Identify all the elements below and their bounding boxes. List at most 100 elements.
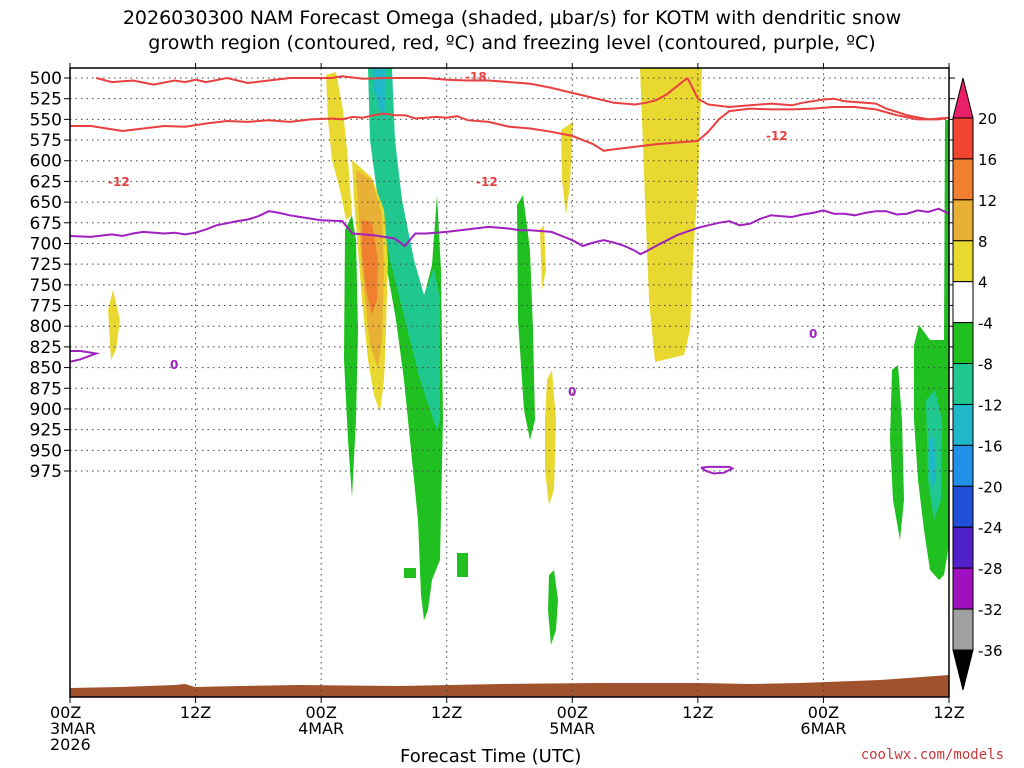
colorbar-swatch bbox=[952, 281, 974, 324]
contour-label-zero: 0 bbox=[568, 385, 576, 399]
colorbar-swatch bbox=[952, 199, 974, 242]
title-line-2: growth region (contoured, red, ºC) and f… bbox=[148, 32, 876, 54]
y-tick-label: 700 bbox=[30, 234, 62, 254]
x-tick-label: 6MAR bbox=[800, 719, 846, 738]
y-tick-label: 750 bbox=[30, 276, 62, 296]
colorbar-label: 12 bbox=[978, 192, 997, 210]
contour-label-minus12: -12 bbox=[766, 129, 788, 143]
contour-labels: -18 -12 -12 -12 0 0 0 bbox=[108, 70, 817, 399]
y-tick-label: 650 bbox=[30, 193, 62, 213]
y-tick-label: 625 bbox=[30, 172, 62, 192]
y-tick-label: 850 bbox=[30, 359, 62, 379]
x-tick-label: 4MAR bbox=[298, 719, 344, 738]
y-tick-label: 800 bbox=[30, 317, 62, 337]
colorbar-swatch bbox=[952, 158, 974, 201]
y-tick-label: 950 bbox=[30, 441, 62, 461]
y-tick-label: 775 bbox=[30, 297, 62, 317]
omega-teal-region bbox=[368, 68, 440, 430]
y-tick-label: 825 bbox=[30, 338, 62, 358]
x-tick-label: 12Z bbox=[431, 703, 462, 722]
y-tick-label: 975 bbox=[30, 462, 62, 482]
plot-grid bbox=[70, 68, 949, 697]
omega-yellow-region bbox=[545, 370, 556, 505]
y-axis: 5005255505756006256506757007257507758008… bbox=[30, 69, 955, 482]
colorbar-label: -28 bbox=[978, 560, 1003, 578]
contour-line bbox=[70, 106, 949, 152]
colorbar-swatch bbox=[952, 567, 974, 610]
colorbar-label: 4 bbox=[978, 274, 988, 292]
x-axis-label: Forecast Time (UTC) bbox=[400, 746, 582, 767]
colorbar-label: -16 bbox=[978, 437, 1003, 455]
contour-label-zero: 0 bbox=[170, 358, 178, 372]
contour-label-minus12: -12 bbox=[108, 175, 130, 189]
colorbar-label: -12 bbox=[978, 396, 1003, 414]
colorbar-label: -36 bbox=[978, 642, 1003, 660]
omega-cyan-region bbox=[929, 435, 936, 490]
plot-background bbox=[70, 68, 949, 697]
site-credit: coolwx.com/models bbox=[860, 747, 1004, 763]
contour-line bbox=[95, 75, 689, 106]
y-tick-label: 675 bbox=[30, 214, 62, 234]
contour-line bbox=[686, 77, 949, 121]
contour-line bbox=[700, 465, 735, 475]
omega-green-region bbox=[404, 568, 416, 578]
contour-lines bbox=[70, 75, 949, 475]
x-tick-label: 00Z bbox=[50, 703, 81, 722]
x-tick-label: 3MAR bbox=[50, 719, 96, 738]
omega-green-region bbox=[548, 570, 558, 645]
x-tick-label: 00Z bbox=[305, 703, 336, 722]
colorbar-swatch bbox=[952, 608, 974, 651]
x-tick-label: 00Z bbox=[808, 703, 839, 722]
y-tick-label: 575 bbox=[30, 131, 62, 151]
colorbar-label: -24 bbox=[978, 519, 1003, 537]
colorbar-swatch bbox=[952, 444, 974, 487]
colorbar-swatch bbox=[952, 322, 974, 365]
colorbar-swatch bbox=[952, 526, 974, 569]
y-tick-label: 500 bbox=[30, 69, 62, 89]
chart-title: 2026030300 NAM Forecast Omega (shaded, μ… bbox=[0, 6, 1024, 56]
contour-label-zero: 0 bbox=[809, 327, 817, 341]
colorbar-label: -8 bbox=[978, 356, 993, 374]
y-tick-label: 725 bbox=[30, 255, 62, 275]
x-tick-label: 12Z bbox=[180, 703, 211, 722]
y-tick-label: 550 bbox=[30, 110, 62, 130]
colorbar-swatch bbox=[952, 117, 974, 160]
ground-terrain bbox=[70, 675, 949, 697]
y-tick-label: 900 bbox=[30, 400, 62, 420]
omega-orange-region bbox=[362, 220, 378, 315]
plot-frame bbox=[69, 67, 950, 698]
omega-green-region bbox=[344, 215, 358, 497]
colorbar-label: 8 bbox=[978, 233, 988, 251]
colorbar-swatch bbox=[952, 363, 974, 405]
omega-green-region bbox=[457, 553, 468, 577]
y-tick-label: 600 bbox=[30, 152, 62, 172]
contour-line bbox=[70, 207, 949, 256]
y-tick-label: 875 bbox=[30, 379, 62, 399]
omega-yellow-region bbox=[326, 72, 352, 220]
x-tick-label: 00Z bbox=[557, 703, 588, 722]
colorbar: 20 16 12 8 4 -4 -8 -12 -16 -20 -24 -28 -32 -36 bbox=[952, 77, 1003, 691]
y-tick-label: 925 bbox=[30, 421, 62, 441]
title-line-1: 2026030300 NAM Forecast Omega (shaded, μ… bbox=[122, 7, 902, 29]
colorbar-top-arrow bbox=[952, 77, 974, 119]
contour-label-minus18: -18 bbox=[465, 70, 487, 84]
x-tick-label: 12Z bbox=[933, 703, 964, 722]
omega-yellow-region bbox=[561, 122, 573, 215]
contour-line bbox=[70, 350, 101, 363]
colorbar-label: 20 bbox=[978, 110, 997, 128]
colorbar-label: -4 bbox=[978, 315, 993, 333]
contour-label-minus12: -12 bbox=[476, 175, 498, 189]
colorbar-label: -20 bbox=[978, 478, 1003, 496]
colorbar-label: -32 bbox=[978, 601, 1003, 619]
x-tick-label: 12Z bbox=[682, 703, 713, 722]
omega-green-region bbox=[517, 195, 535, 440]
x-tick-label: 2026 bbox=[50, 735, 91, 754]
omega-yellow-region bbox=[540, 225, 546, 290]
omega-yellow-region bbox=[108, 290, 120, 360]
omega-cyan-region bbox=[372, 68, 386, 120]
colorbar-swatch bbox=[952, 485, 974, 528]
colorbar-bottom-arrow bbox=[952, 649, 974, 691]
colorbar-swatch bbox=[952, 403, 974, 446]
